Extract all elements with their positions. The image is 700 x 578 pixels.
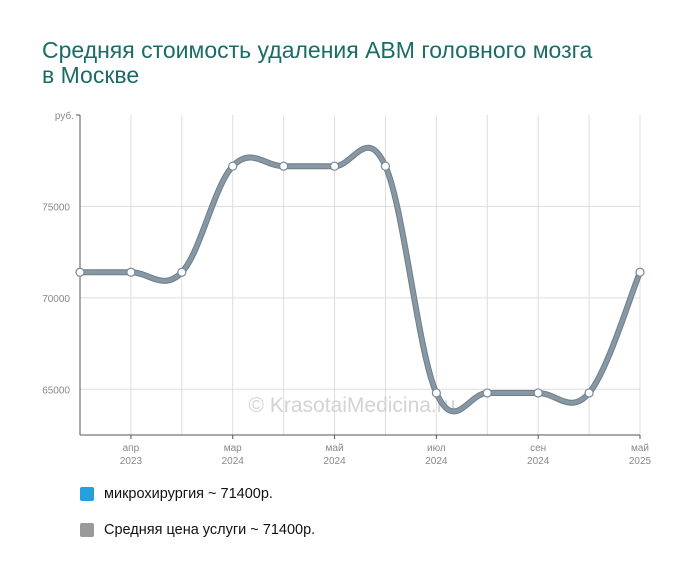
data-point <box>228 161 238 171</box>
y-tick-label: 70000 <box>42 294 70 305</box>
x-tick-label-month: май <box>326 443 344 454</box>
x-tick-label-year: 2023 <box>120 456 143 467</box>
data-point <box>482 388 492 398</box>
data-point <box>533 388 543 398</box>
x-tick-label-year: 2024 <box>527 456 550 467</box>
data-point <box>584 388 594 398</box>
x-tick-label-year: 2025 <box>629 456 652 467</box>
legend: микрохирургия ~ 71400р. Средняя цена усл… <box>80 484 315 556</box>
x-tick-label-month: июл <box>427 443 446 454</box>
line-chart: 65000 70000 75000 руб. апр 2023 мар 2024 май 2024… <box>42 110 652 467</box>
data-point <box>635 267 645 277</box>
y-unit-label: руб. <box>55 110 74 122</box>
data-point <box>431 388 441 398</box>
x-tick-label-year: 2024 <box>222 456 245 467</box>
watermark: © KrasotaiMedicina.ru <box>249 394 456 417</box>
legend-item-average-price[interactable]: Средняя цена услуги ~ 71400р. <box>80 520 315 540</box>
legend-item-microsurgery[interactable]: микрохирургия ~ 71400р. <box>80 484 315 504</box>
series-line <box>78 145 642 414</box>
x-tick-label-month: май <box>631 443 649 454</box>
data-point <box>75 267 85 277</box>
legend-swatch-gray <box>80 523 94 537</box>
data-point <box>380 161 391 171</box>
x-tick-label-month: апр <box>123 443 140 454</box>
x-tick-label-month: сен <box>530 443 546 454</box>
y-tick-label: 75000 <box>42 202 70 213</box>
x-tick-label-month: мар <box>224 443 242 454</box>
legend-label: микрохирургия ~ 71400р. <box>104 486 273 502</box>
x-tick-label-year: 2024 <box>323 456 346 467</box>
data-point <box>177 267 187 277</box>
y-tick-label: 65000 <box>42 385 70 396</box>
data-point <box>329 161 340 171</box>
x-tick-label-year: 2024 <box>425 456 448 467</box>
data-point <box>279 161 289 171</box>
legend-label: Средняя цена услуги ~ 71400р. <box>104 522 316 538</box>
legend-swatch-blue <box>80 487 94 501</box>
chart-title: Средняя стоимость удаления АВМ головного… <box>42 37 593 88</box>
data-point <box>126 267 136 277</box>
